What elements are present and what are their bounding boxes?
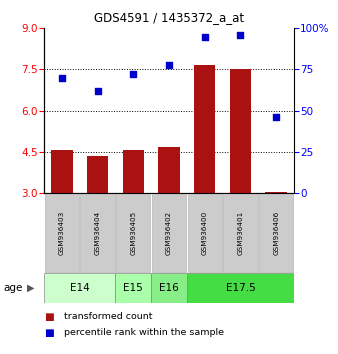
Bar bbox=[194, 65, 215, 193]
Bar bbox=[223, 194, 258, 272]
Point bbox=[166, 62, 172, 67]
Text: E15: E15 bbox=[123, 282, 143, 293]
Text: percentile rank within the sample: percentile rank within the sample bbox=[64, 328, 224, 337]
Bar bbox=[123, 150, 144, 193]
Text: GSM936401: GSM936401 bbox=[238, 211, 243, 255]
Text: GDS4591 / 1435372_a_at: GDS4591 / 1435372_a_at bbox=[94, 11, 244, 24]
Bar bbox=[80, 194, 115, 272]
Text: ■: ■ bbox=[44, 328, 54, 338]
Bar bbox=[87, 156, 108, 193]
Bar bbox=[187, 273, 294, 303]
Bar bbox=[265, 192, 287, 193]
Point bbox=[273, 114, 279, 120]
Text: GSM936406: GSM936406 bbox=[273, 211, 279, 255]
Text: age: age bbox=[3, 282, 23, 293]
Text: ▶: ▶ bbox=[27, 282, 34, 293]
Text: E14: E14 bbox=[70, 282, 90, 293]
Point bbox=[238, 32, 243, 38]
Point bbox=[95, 88, 100, 94]
Text: GSM936400: GSM936400 bbox=[202, 211, 208, 255]
Text: GSM936405: GSM936405 bbox=[130, 211, 136, 255]
Bar bbox=[116, 194, 150, 272]
Bar bbox=[158, 147, 180, 193]
Text: E17.5: E17.5 bbox=[225, 282, 255, 293]
Bar bbox=[152, 194, 186, 272]
Text: ■: ■ bbox=[44, 312, 54, 322]
Bar bbox=[44, 273, 115, 303]
Bar bbox=[51, 150, 73, 193]
Bar bbox=[45, 194, 79, 272]
Point bbox=[130, 72, 136, 77]
Text: E16: E16 bbox=[159, 282, 179, 293]
Text: GSM936403: GSM936403 bbox=[59, 211, 65, 255]
Text: transformed count: transformed count bbox=[64, 312, 153, 321]
Point bbox=[202, 34, 208, 39]
Bar bbox=[151, 273, 187, 303]
Point bbox=[59, 75, 65, 81]
Bar bbox=[115, 273, 151, 303]
Text: GSM936402: GSM936402 bbox=[166, 211, 172, 255]
Bar bbox=[230, 69, 251, 193]
Bar bbox=[188, 194, 222, 272]
Text: GSM936404: GSM936404 bbox=[95, 211, 100, 255]
Bar bbox=[259, 194, 293, 272]
